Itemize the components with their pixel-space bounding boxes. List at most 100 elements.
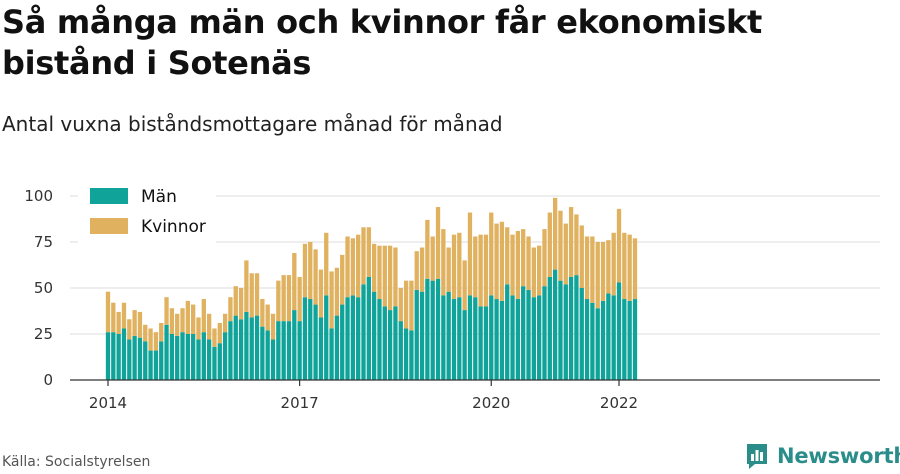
brand-name: Newsworthy [777,444,900,468]
bar-woman [281,275,286,322]
axes: 0 25 50 75 100 2014 2017 2020 2022 [24,187,880,412]
legend-label: Män [141,187,177,207]
bar-man [494,299,499,380]
bar-man [531,297,536,380]
x-tick-label: 2017 [281,394,319,412]
bar-woman [382,245,387,307]
bar-man [324,295,329,380]
bar-woman [196,317,201,340]
y-tick-label: 75 [34,233,53,251]
bar-woman [499,221,505,301]
bar-woman [276,280,281,322]
bar-woman [510,234,515,296]
bar-man [180,332,185,380]
bar-woman [191,304,196,334]
bar-man [382,306,387,380]
bar-woman [334,267,340,316]
legend: Män Kvinnor [78,182,216,244]
bar-woman [467,212,473,296]
bar-woman [403,280,409,329]
newsworthy-logo-icon [747,444,767,469]
bar-woman [616,208,622,283]
bar-man [121,328,127,380]
bar-man [228,321,233,380]
bar-woman [350,238,356,296]
bar-man [254,315,260,380]
bar-man [377,299,382,380]
bar-man [148,350,153,380]
chart-title: Så många män och kvinnor får ekonomiskt … [2,3,763,82]
bar-man [191,334,196,380]
bar-man [206,339,212,380]
bar-woman [441,229,446,296]
bar-man [244,311,249,380]
bar-man [521,286,526,380]
bar-woman [531,247,536,298]
bar-woman [254,273,260,316]
bar-man [249,317,254,380]
bar-woman [175,313,180,336]
bar-woman [238,288,244,320]
bar-man [590,302,595,380]
bar-woman [153,332,159,351]
y-tick-label: 25 [34,325,53,343]
bar-man [212,346,217,380]
bar-man [505,284,510,380]
bar-woman [515,230,521,300]
bar-woman [595,242,600,309]
legend-swatch [90,188,128,204]
bar-woman [409,280,414,331]
bar-man [270,339,276,380]
bar-man [329,328,334,380]
bar-man [175,335,180,380]
bar-woman [222,313,228,333]
bar-man [398,321,403,380]
bar-woman [244,260,249,312]
bar-woman [116,311,121,334]
bar-woman [494,223,499,300]
bar-man [340,304,345,380]
bar-man [537,295,542,380]
bar-woman [377,245,382,300]
bar-man [499,300,505,380]
bar-woman [611,232,616,296]
bar-woman [143,324,148,342]
legend-swatch [90,218,128,234]
bar-man [462,310,467,380]
bar-man [350,295,356,380]
bar-man [281,321,286,380]
bar-woman [228,297,233,322]
bar-woman [600,242,606,301]
bar-man [563,284,568,380]
y-tick-label: 50 [34,279,53,297]
bar-woman [590,236,595,303]
bar-woman [233,286,238,316]
bar-woman [212,328,217,347]
bar-woman [435,207,441,279]
bar-woman [159,322,164,342]
bar-man [318,317,324,380]
bar-woman [579,225,584,288]
bar-woman [249,273,254,318]
bar-man [568,276,574,380]
bar-man [515,299,521,380]
bar-man [478,306,483,380]
chart-subtitle: Antal vuxna biståndsmottagare månad för … [2,112,503,136]
bar-woman [430,236,435,281]
bar-man [419,291,425,380]
bar-woman [345,236,350,298]
bar-woman [217,322,222,344]
bar-man [265,330,270,380]
bar-woman [260,299,265,327]
bar-woman [425,219,430,279]
bar-man [510,295,515,380]
bar-man [435,278,441,380]
bar-man [164,324,169,380]
bar-woman [329,271,334,329]
bar-woman [398,288,403,322]
bar-man [547,276,552,380]
bar-woman [270,313,276,340]
bar-man [276,321,281,380]
bar-woman [308,242,313,300]
bar-man [132,335,137,380]
